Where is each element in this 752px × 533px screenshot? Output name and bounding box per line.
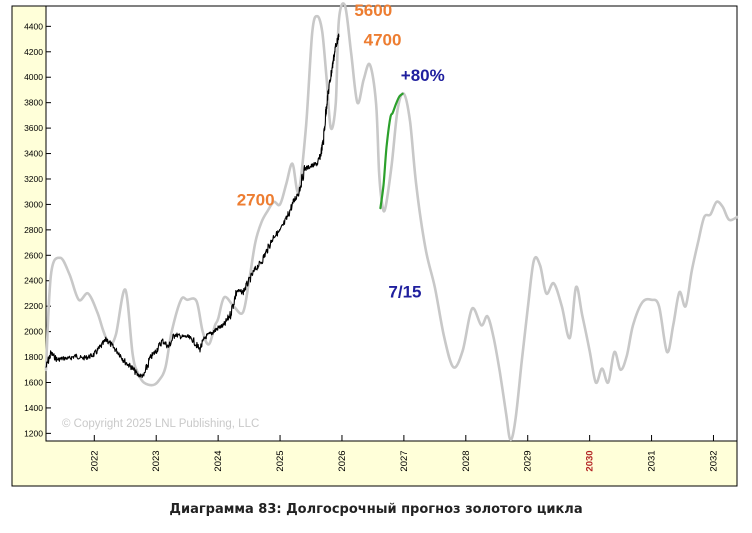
x-tick-label: 2031	[647, 450, 658, 471]
x-tick-label: 2030	[585, 450, 596, 471]
y-tick-label: 3800	[24, 98, 43, 108]
y-tick-label: 4000	[24, 72, 43, 82]
annotation-label: 4700	[364, 30, 402, 49]
y-axis: 1200 1400 1600 1800 2000 2200 2400 2600 2800 3000…	[24, 21, 51, 438]
y-tick-label: 3600	[24, 123, 43, 133]
y-tick-label: 1400	[24, 403, 43, 413]
series-layer	[44, 2, 739, 442]
y-tick-label: 1800	[24, 352, 43, 362]
y-tick-label: 2600	[24, 250, 43, 260]
y-tick-label: 4400	[24, 21, 43, 31]
y-tick-label: 1200	[24, 428, 43, 438]
y-tick-label: 1600	[24, 377, 43, 387]
y-tick-label: 4200	[24, 47, 43, 57]
chart-svg: 1200 1400 1600 1800 2000 2200 2400 2600 2800 3000…	[11, 1, 739, 487]
x-tick-label: 2024	[213, 450, 224, 471]
y-tick-label: 3400	[24, 149, 43, 159]
forecast-rally-line	[379, 92, 404, 210]
x-tick-label: 2032	[708, 450, 719, 471]
y-tick-label: 3000	[24, 199, 43, 209]
annotations: 5600 4700 +80% 2700 7/15	[237, 1, 445, 301]
x-tick-label: 2023	[151, 450, 162, 471]
x-axis: 2022 2023 2024 2025 2026 2027 2028 2029 2030 2031…	[89, 435, 719, 472]
x-tick-label: 2027	[399, 450, 410, 471]
chart-caption: Диаграмма 83: Долгосрочный прогноз золот…	[169, 502, 583, 517]
annotation-label: 5600	[354, 1, 392, 20]
annotation-label: +80%	[401, 66, 445, 85]
y-tick-label: 2400	[24, 276, 43, 286]
x-tick-label: 2022	[89, 450, 100, 471]
annotation-label: 7/15	[388, 282, 421, 301]
plot-area	[45, 5, 738, 442]
y-tick-label: 2800	[24, 225, 43, 235]
price-history-line	[45, 33, 340, 379]
annotation-label: 2700	[237, 191, 275, 210]
x-tick-label: 2029	[523, 450, 534, 471]
copyright-watermark: © Copyright 2025 LNL Publishing, LLC	[62, 418, 259, 430]
x-tick-label: 2028	[461, 450, 472, 471]
x-tick-label: 2025	[275, 450, 286, 471]
y-tick-label: 2200	[24, 301, 43, 311]
y-tick-label: 3200	[24, 174, 43, 184]
x-tick-label: 2026	[337, 450, 348, 471]
y-tick-label: 2000	[24, 327, 43, 337]
